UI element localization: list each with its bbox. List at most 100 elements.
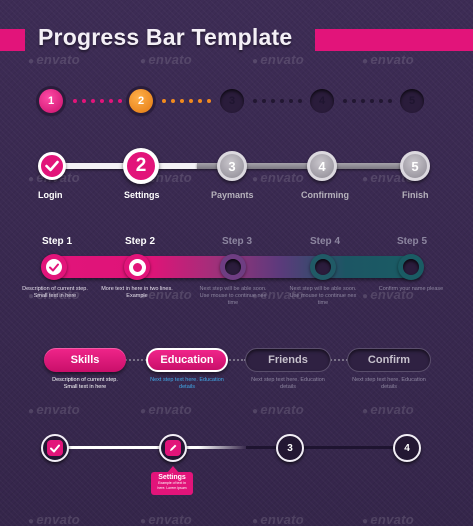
check-icon — [50, 444, 60, 452]
pending-hole — [403, 259, 419, 275]
row3-step-title: Step 3 — [222, 236, 253, 247]
progress-dot — [180, 99, 184, 103]
tab-friends-label: Friends — [268, 354, 308, 366]
row4-connector — [125, 359, 147, 361]
row4-connector — [226, 359, 246, 361]
watermark: envato — [252, 170, 304, 185]
row3-step-title: Step 1 — [42, 236, 73, 247]
progress-dot — [189, 99, 193, 103]
check-badge — [46, 259, 62, 275]
row2-label: Finish — [402, 190, 429, 200]
row3-step-title: Step 2 — [125, 236, 156, 247]
row1-step-5[interactable]: 5 — [400, 89, 424, 113]
pending-hole — [315, 259, 331, 275]
row5-track-todo — [246, 446, 406, 449]
row3-description: More text in here in two lines. Example — [101, 286, 173, 299]
row1-step-3-number: 3 — [228, 95, 236, 107]
check-icon — [45, 160, 59, 172]
row2-step-settings[interactable]: 2 — [123, 148, 159, 184]
row1-step-3[interactable]: 3 — [220, 89, 244, 113]
row5-step-4[interactable]: 4 — [393, 434, 421, 462]
watermark: envato — [140, 402, 192, 417]
watermark: envato — [252, 287, 304, 302]
row3-step-title: Step 4 — [310, 236, 341, 247]
row4-description: Next step text here. Education details — [251, 377, 325, 390]
row1-step-1[interactable]: 1 — [39, 89, 63, 113]
row3-step-5[interactable] — [398, 254, 424, 280]
progress-dot — [109, 99, 113, 103]
row2-step-login[interactable] — [38, 152, 66, 180]
row4-connector — [330, 359, 348, 361]
row5-step-2[interactable] — [159, 434, 187, 462]
row2-label: Login — [38, 190, 63, 200]
row1-step-1-number: 1 — [47, 95, 55, 107]
row3-description: Confirm your name please — [378, 286, 444, 292]
row3-step-3[interactable] — [220, 254, 246, 280]
row3-step-4[interactable] — [310, 254, 336, 280]
row1-step-4[interactable]: 4 — [310, 89, 334, 113]
progress-dot — [379, 99, 383, 103]
progress-dot — [352, 99, 356, 103]
tab-education[interactable]: Education — [146, 348, 228, 372]
tab-skills[interactable]: Skills — [44, 348, 126, 372]
progress-dot — [100, 99, 104, 103]
row2-label: Paymants — [211, 190, 254, 200]
row1-step-2[interactable]: 2 — [129, 89, 153, 113]
progress-dot — [370, 99, 374, 103]
tooltip-text: Example of text in here. Lorem ipsum — [157, 481, 187, 490]
row3-step-1[interactable] — [41, 254, 67, 280]
progress-dot — [82, 99, 86, 103]
row2-label: Settings — [124, 190, 160, 200]
progress-dot — [388, 99, 392, 103]
row2-step-5-number: 5 — [411, 158, 419, 174]
tab-friends[interactable]: Friends — [245, 348, 331, 372]
watermark: envato — [362, 287, 414, 302]
settings-tooltip: Settings Example of text in here. Lorem … — [151, 472, 193, 495]
watermark: envato — [362, 512, 414, 526]
row5-step-3-number: 3 — [287, 442, 293, 454]
row5-step-4-number: 4 — [404, 442, 410, 454]
progress-dot — [198, 99, 202, 103]
row5-step-3[interactable]: 3 — [276, 434, 304, 462]
row5-step-1-badge — [47, 440, 63, 456]
progress-dot — [162, 99, 166, 103]
check-icon — [49, 263, 59, 271]
progress-dot — [361, 99, 365, 103]
row2-step-finish[interactable]: 5 — [400, 151, 430, 181]
row2-step-4-number: 4 — [318, 158, 326, 174]
row2-step-confirming[interactable]: 4 — [307, 151, 337, 181]
row5-track-done — [56, 446, 246, 449]
current-ring — [128, 258, 146, 276]
tab-confirm-label: Confirm — [367, 354, 411, 366]
progress-dot — [171, 99, 175, 103]
watermark: envato — [140, 512, 192, 526]
watermark: envato — [362, 402, 414, 417]
watermark: envato — [140, 287, 192, 302]
progress-dot — [118, 99, 122, 103]
row3-description: Next step will be able soon. Use mouse t… — [289, 286, 357, 306]
watermark: envato — [140, 52, 192, 67]
row5-step-1[interactable] — [41, 434, 69, 462]
row2-step-paymants[interactable]: 3 — [217, 151, 247, 181]
row4-description: Next step text here. Education details — [150, 377, 224, 390]
tooltip-arrow — [167, 466, 179, 473]
watermark: envato — [140, 170, 192, 185]
progress-dot — [207, 99, 211, 103]
row1-step-4-number: 4 — [318, 95, 326, 107]
row4-description: Next step text here. Education details — [352, 377, 426, 390]
row4-description: Description of current step. Small text … — [52, 377, 118, 390]
watermark: envato — [252, 402, 304, 417]
progress-dot — [280, 99, 284, 103]
row1-step-5-number: 5 — [408, 95, 416, 107]
watermark: envato — [28, 52, 80, 67]
header-bar-left — [0, 29, 25, 51]
progress-dot — [91, 99, 95, 103]
progress-dot — [343, 99, 347, 103]
tab-confirm[interactable]: Confirm — [347, 348, 431, 372]
watermark: envato — [252, 512, 304, 526]
row3-step-2[interactable] — [124, 254, 150, 280]
watermark: envato — [28, 402, 80, 417]
pencil-icon — [170, 444, 177, 451]
header-bar-right — [315, 29, 473, 51]
tab-skills-label: Skills — [70, 354, 100, 366]
